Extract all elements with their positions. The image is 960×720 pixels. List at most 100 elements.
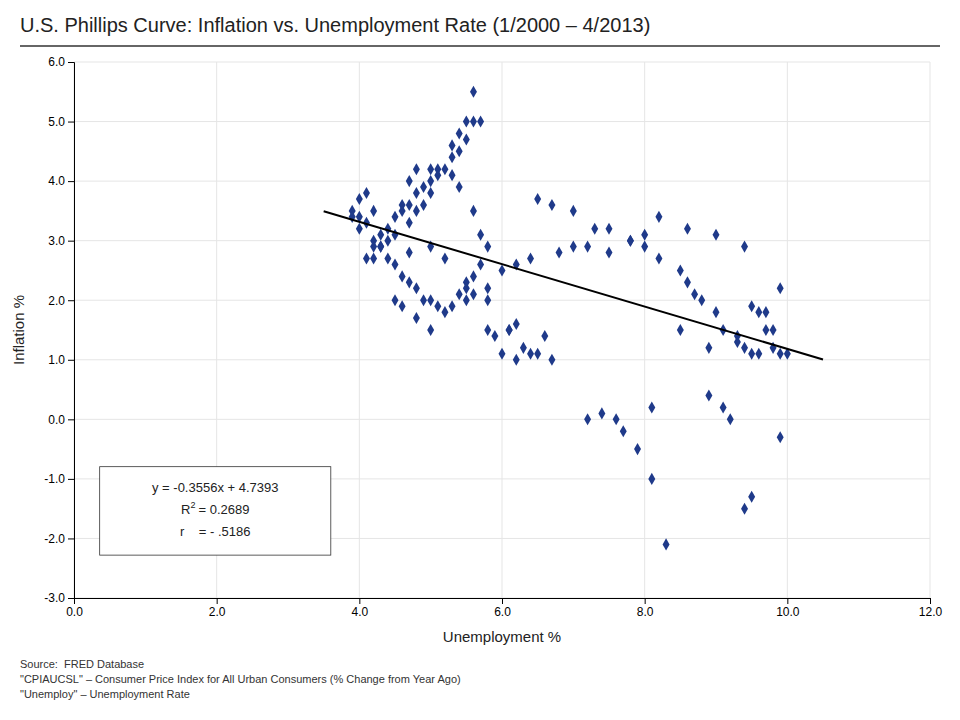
scatter-point: [762, 324, 769, 336]
y-tick: 5.0: [48, 115, 74, 129]
x-tick-mark: [217, 598, 218, 604]
scatter-point: [456, 127, 463, 139]
scatter-point: [713, 229, 720, 241]
annotation: y = -0.3556x + 4.7393: [152, 480, 278, 495]
scatter-point: [449, 169, 456, 181]
x-tick-label: 2.0: [209, 605, 226, 619]
y-tick: 0.0: [48, 413, 74, 427]
scatter-point: [420, 294, 427, 306]
x-tick: 12.0: [919, 598, 943, 619]
scatter-point: [534, 348, 541, 360]
y-tick-mark: [68, 300, 74, 301]
scatter-point: [506, 324, 513, 336]
scatter-point: [755, 348, 762, 360]
scatter-point: [406, 276, 413, 288]
scatter-point: [470, 116, 477, 128]
scatter-point: [384, 253, 391, 265]
scatter-point: [449, 139, 456, 151]
scatter-point: [584, 413, 591, 425]
scatter-point: [392, 258, 399, 270]
scatter-point: [741, 503, 748, 515]
scatter-point: [449, 151, 456, 163]
scatter-point: [484, 324, 491, 336]
y-tick: 2.0: [48, 294, 74, 308]
scatter-point: [434, 300, 441, 312]
y-tick-mark: [68, 538, 74, 539]
y-tick-mark: [68, 62, 74, 63]
y-tick-mark: [68, 360, 74, 361]
scatter-point: [399, 300, 406, 312]
scatter-point: [441, 306, 448, 318]
scatter-point: [520, 342, 527, 354]
scatter-point: [427, 294, 434, 306]
source-text: "Unemploy" – Unemployment Rate: [20, 688, 190, 700]
source-text: Source: FRED Database: [20, 658, 144, 670]
scatter-point: [413, 205, 420, 217]
y-tick: 1.0: [48, 353, 74, 367]
scatter-point: [427, 187, 434, 199]
scatter-point: [499, 348, 506, 360]
y-tick-mark: [68, 181, 74, 182]
scatter-point: [527, 253, 534, 265]
scatter-point: [677, 264, 684, 276]
scatter-point: [627, 235, 634, 247]
annotation-part: R: [181, 502, 190, 517]
scatter-point: [513, 354, 520, 366]
scatter-point: [620, 425, 627, 437]
scatter-point: [755, 306, 762, 318]
grid-line-y: [74, 419, 930, 420]
scatter-point: [363, 253, 370, 265]
scatter-point: [427, 175, 434, 187]
scatter-point: [449, 300, 456, 312]
scatter-point: [463, 276, 470, 288]
scatter-point: [413, 163, 420, 175]
y-tick-mark: [68, 419, 74, 420]
grid-line-x: [787, 62, 788, 598]
scatter-point: [484, 241, 491, 253]
scatter-point: [527, 348, 534, 360]
scatter-point: [392, 211, 399, 223]
scatter-point: [463, 294, 470, 306]
scatter-point: [406, 199, 413, 211]
scatter-point: [420, 199, 427, 211]
annotation-part: r = - .5186: [180, 524, 250, 539]
scatter-point: [655, 211, 662, 223]
y-tick-label: 6.0: [48, 55, 65, 69]
scatter-point: [413, 282, 420, 294]
scatter-point: [413, 187, 420, 199]
scatter-point: [741, 241, 748, 253]
scatter-point: [463, 133, 470, 145]
scatter-point: [663, 538, 670, 550]
scatter-point: [627, 235, 634, 247]
x-tick: 8.0: [637, 598, 654, 619]
scatter-point: [548, 354, 555, 366]
y-tick-label: 0.0: [48, 413, 65, 427]
y-axis: -3.0-2.0-1.00.01.02.03.04.05.06.0: [44, 55, 74, 605]
scatter-point: [406, 217, 413, 229]
scatter-point: [648, 401, 655, 413]
scatter-point: [698, 294, 705, 306]
scatter-point: [641, 241, 648, 253]
y-tick-mark: [68, 122, 74, 123]
y-tick-label: 3.0: [48, 234, 65, 248]
scatter-point: [584, 241, 591, 253]
scatter-point: [399, 205, 406, 217]
x-axis-title: Unemployment %: [443, 628, 561, 645]
scatter-point: [484, 282, 491, 294]
annotation: R2= 0.2689: [181, 500, 249, 517]
scatter-point: [420, 181, 427, 193]
y-tick: -1.0: [44, 472, 74, 486]
x-tick-label: 0.0: [66, 605, 83, 619]
scatter-point: [384, 235, 391, 247]
y-axis-line: [68, 63, 75, 599]
scatter-point: [548, 199, 555, 211]
x-tick-label: 10.0: [776, 605, 800, 619]
y-tick-mark: [68, 241, 74, 242]
x-tick-mark: [645, 598, 646, 604]
y-tick-label: -3.0: [44, 591, 65, 605]
regression-line: [324, 211, 823, 359]
grid-line-y: [74, 300, 930, 301]
grid-line-y: [74, 181, 930, 182]
scatter-point: [377, 241, 384, 253]
grid-line-y: [74, 240, 930, 241]
